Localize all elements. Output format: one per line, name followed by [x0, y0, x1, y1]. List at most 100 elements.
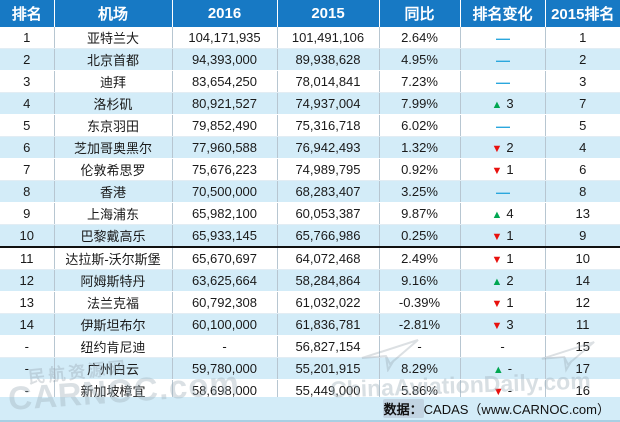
value-2016-cell: 104,171,935: [171, 27, 277, 49]
value-2015-cell: 89,938,628: [276, 48, 379, 71]
value-2016-cell: 58,698,000: [171, 379, 277, 402]
airport-cell: 巴黎戴高乐: [53, 224, 172, 248]
header-row: 排名 机场 2016 2015 同比 排名变化 2015排名: [0, 0, 620, 27]
rank-cell: 8: [0, 180, 54, 203]
column-header-5: 排名变化: [459, 0, 545, 27]
airport-cell: 迪拜: [53, 70, 172, 93]
value-2015-cell: 74,937,004: [276, 92, 379, 115]
column-header-0: 排名: [0, 0, 54, 27]
yoy-cell: 7.99%: [378, 92, 460, 115]
airport-cell: 洛杉矶: [53, 92, 172, 115]
rank-cell: 6: [0, 136, 54, 159]
airport-cell: 阿姆斯特丹: [53, 269, 172, 292]
rank-cell: -: [0, 335, 54, 358]
yoy-cell: -0.39%: [378, 291, 460, 314]
rank-change-cell: —: [459, 70, 545, 93]
rank-change-amount: 2: [506, 140, 514, 155]
airport-cell: 伊斯坦布尔: [53, 313, 172, 336]
value-2015-cell: 75,316,718: [276, 114, 379, 137]
rank-change-amount: 3: [506, 96, 514, 111]
rank-2015-cell: 3: [544, 70, 620, 93]
source-note: 数据： CADAS（www.CARNOC.com）: [0, 397, 620, 422]
yoy-cell: 2.64%: [378, 27, 460, 49]
yoy-cell: 6.02%: [378, 114, 460, 137]
rank-up-triangle-icon: ▲: [491, 276, 503, 288]
yoy-cell: 4.95%: [378, 48, 460, 71]
rank-2015-cell: 5: [544, 114, 620, 137]
rank-change-amount: 1: [506, 251, 514, 266]
value-2016-cell: 77,960,588: [171, 136, 277, 159]
value-2016-cell: 80,921,527: [171, 92, 277, 115]
rank-change-amount: 4: [506, 206, 514, 221]
yoy-cell: 9.16%: [378, 269, 460, 292]
column-header-4: 同比: [378, 0, 460, 27]
rank-down-triangle-icon: ▼: [492, 386, 504, 398]
value-2015-cell: 76,942,493: [276, 136, 379, 159]
rank-cell: 13: [0, 291, 54, 314]
table-row: 10 巴黎戴高乐 65,933,145 65,766,986 0.25% ▼ 1 9: [0, 224, 620, 248]
no-change-dash-icon: —: [496, 117, 510, 134]
rank-2015-cell: 2: [544, 48, 620, 71]
table-row: 14 伊斯坦布尔 60,100,000 61,836,781 -2.81% ▼ 3 11: [0, 313, 620, 336]
value-2016-cell: 65,982,100: [171, 202, 277, 225]
rank-change-cell: ▼ 2: [459, 136, 545, 159]
rank-change-amount: 1: [506, 162, 514, 177]
rank-up-triangle-icon: ▲: [491, 99, 503, 111]
column-header-1: 机场: [53, 0, 172, 27]
table-row: 9 上海浦东 65,982,100 60,053,387 9.87% ▲ 4 13: [0, 202, 620, 225]
rank-change-cell: ▼ 1: [459, 224, 545, 248]
rank-up-triangle-icon: ▲: [492, 364, 504, 376]
table-row: - 新加坡樟宜 58,698,000 55,449,000 5.86% ▼ -16: [0, 379, 620, 402]
rank-cell: 7: [0, 158, 54, 181]
rank-2015-cell: 4: [544, 136, 620, 159]
value-2016-cell: 60,792,308: [171, 291, 277, 314]
value-2016-cell: 83,654,250: [171, 70, 277, 93]
rank-change-amount: 2: [506, 273, 514, 288]
value-2015-cell: 56,827,154: [276, 335, 379, 358]
no-change-dash-icon: —: [496, 183, 510, 200]
rank-cell: 14: [0, 313, 54, 336]
airport-ranking-table: 排名 机场 2016 2015 同比 排名变化 2015排名 1 亚特兰大 104,171,93…: [0, 0, 620, 402]
rank-change-cell: ▼ 1: [459, 247, 545, 270]
column-header-2: 2016: [171, 0, 277, 27]
column-header-3: 2015: [276, 0, 379, 27]
value-2015-cell: 61,836,781: [276, 313, 379, 336]
rank-cell: 5: [0, 114, 54, 137]
rank-2015-cell: 14: [544, 269, 620, 292]
table-row: 12 阿姆斯特丹 63,625,664 58,284,864 9.16% ▲ 2 14: [0, 269, 620, 292]
rank-up-triangle-icon: ▲: [491, 209, 503, 221]
table-row: 2 北京首都 94,393,000 89,938,628 4.95% —2: [0, 48, 620, 71]
rank-down-triangle-icon: ▼: [491, 231, 503, 243]
rank-2015-cell: 7: [544, 92, 620, 115]
rank-change-cell: —: [459, 180, 545, 203]
rank-down-triangle-icon: ▼: [491, 320, 503, 332]
airport-cell: 亚特兰大: [53, 27, 172, 49]
airport-cell: 北京首都: [53, 48, 172, 71]
table-row: 11 达拉斯-沃尔斯堡 65,670,697 64,072,468 2.49% ▼ 1 10: [0, 247, 620, 270]
rank-change-amount: -: [507, 383, 513, 398]
airport-cell: 纽约肯尼迪: [53, 335, 172, 358]
rank-cell: 3: [0, 70, 54, 93]
rank-cell: 9: [0, 202, 54, 225]
table-body: 1 亚特兰大 104,171,935 101,491,106 2.64% —1 2 北京首都 9…: [0, 27, 620, 402]
airport-cell: 芝加哥奥黑尔: [53, 136, 172, 159]
rank-change-cell: —: [459, 27, 545, 49]
table-row: 1 亚特兰大 104,171,935 101,491,106 2.64% —1: [0, 27, 620, 49]
rank-2015-cell: 8: [544, 180, 620, 203]
table-row: 6 芝加哥奥黑尔 77,960,588 76,942,493 1.32% ▼ 2 4: [0, 136, 620, 159]
rank-change-cell: ▲ 4: [459, 202, 545, 225]
rank-2015-cell: 1: [544, 27, 620, 49]
rank-change-cell: ▼ 1: [459, 158, 545, 181]
table-row: 13 法兰克福 60,792,308 61,032,022 -0.39% ▼ 1 12: [0, 291, 620, 314]
table-row: 3 迪拜 83,654,250 78,014,841 7.23% —3: [0, 70, 620, 93]
rank-2015-cell: 15: [544, 335, 620, 358]
value-2015-cell: 64,072,468: [276, 247, 379, 270]
rank-down-triangle-icon: ▼: [491, 165, 503, 177]
yoy-cell: 7.23%: [378, 70, 460, 93]
rank-2015-cell: 17: [544, 357, 620, 380]
rank-change-cell: —: [459, 48, 545, 71]
value-2015-cell: 101,491,106: [276, 27, 379, 49]
airport-cell: 东京羽田: [53, 114, 172, 137]
table-row: 4 洛杉矶 80,921,527 74,937,004 7.99% ▲ 3 7: [0, 92, 620, 115]
